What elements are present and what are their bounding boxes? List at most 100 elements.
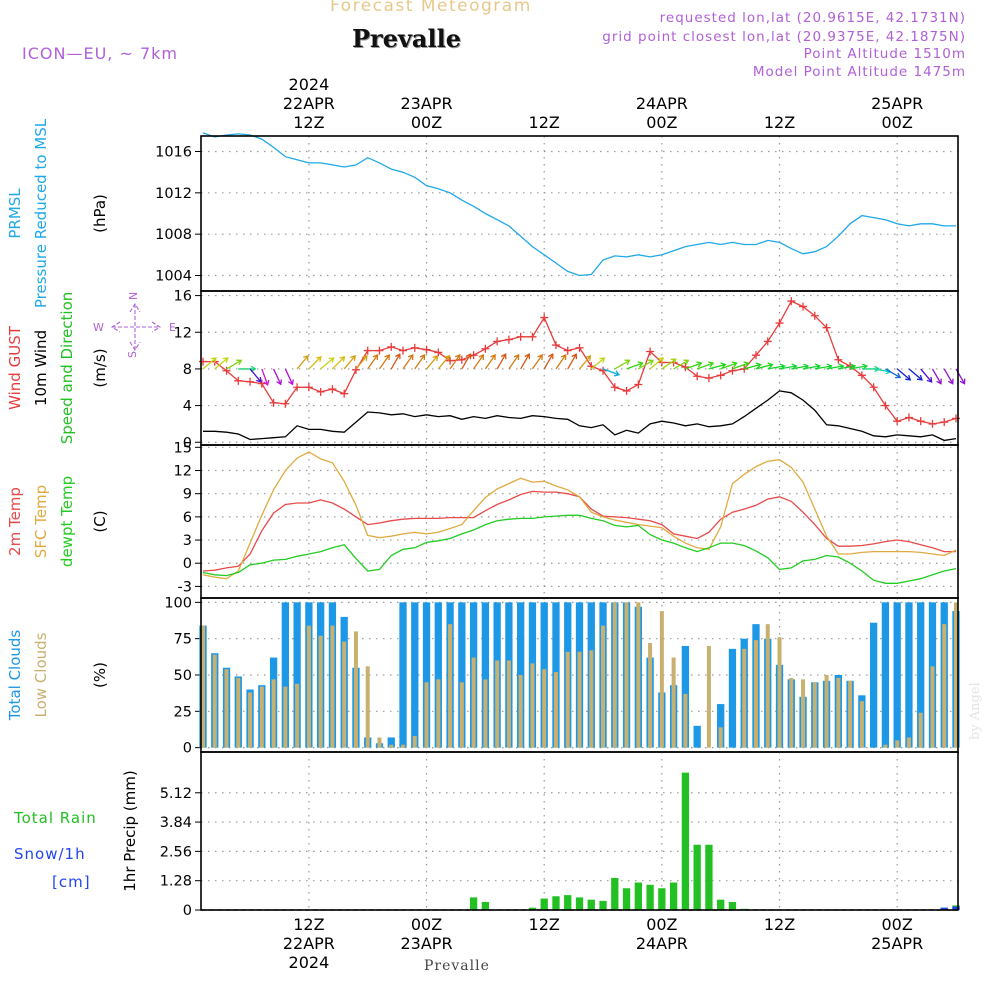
wind-arrow-head bbox=[926, 376, 933, 383]
bar-total-clouds bbox=[458, 602, 466, 748]
gust-marker bbox=[516, 332, 525, 341]
wind-arrow-head bbox=[547, 353, 554, 360]
wind-arrow bbox=[238, 365, 257, 373]
bar-snow-1h bbox=[952, 906, 960, 910]
bar-low-clouds bbox=[306, 625, 311, 748]
wind-arrow-shaft bbox=[708, 363, 726, 370]
bar-total-rain bbox=[622, 888, 631, 910]
wind-arrow-shaft bbox=[943, 368, 954, 384]
bar-total-clouds bbox=[481, 602, 490, 748]
bar-low-clouds bbox=[353, 631, 358, 748]
wind-arrow-head bbox=[361, 354, 368, 361]
wind-arrow-shaft bbox=[273, 368, 282, 385]
wind-arrow-head bbox=[895, 372, 902, 379]
bar-total-rain bbox=[646, 884, 654, 910]
wind-arrow bbox=[732, 361, 750, 370]
wind-arrow bbox=[614, 359, 631, 370]
wind-arrow-head bbox=[560, 353, 567, 361]
bar-total-clouds bbox=[717, 704, 725, 748]
gust-marker bbox=[893, 417, 902, 426]
wind-arrow bbox=[908, 368, 923, 381]
bar-total-rain bbox=[717, 899, 725, 910]
wind-arrow-head bbox=[303, 354, 309, 361]
gust-marker bbox=[493, 337, 502, 346]
wind-arrow bbox=[461, 353, 472, 370]
bar-low-clouds bbox=[859, 701, 864, 748]
time-label-top: 25APR bbox=[871, 94, 923, 113]
compass-e: E bbox=[169, 321, 176, 334]
wind-arrow-shaft bbox=[378, 354, 390, 370]
wind-arrow bbox=[708, 362, 727, 370]
gust-marker bbox=[281, 399, 290, 408]
wind-arrow-head bbox=[948, 378, 954, 385]
panel-pressure: 1004 1008 1012 1016 PRMSL Pressure Reduced to… bbox=[6, 118, 959, 308]
bar-low-clouds bbox=[930, 666, 935, 748]
bar-total-rain bbox=[669, 882, 678, 910]
wind-arrow bbox=[555, 353, 567, 370]
gust-marker bbox=[857, 371, 866, 380]
gust-marker bbox=[869, 383, 878, 392]
y-tick-label: 1012 bbox=[155, 186, 192, 202]
bar-total-clouds bbox=[281, 602, 290, 748]
bar-low-clouds bbox=[224, 669, 229, 748]
bar-low-clouds bbox=[718, 727, 723, 748]
axis-label: PRMSL bbox=[6, 188, 24, 239]
wind-arrow-head bbox=[250, 365, 257, 373]
wind-arrow-shaft bbox=[579, 355, 591, 370]
wind-arrow-head bbox=[637, 361, 644, 368]
wind-arrow-shaft bbox=[814, 365, 832, 370]
bar-low-clouds bbox=[542, 669, 547, 748]
wind-arrow-shaft bbox=[343, 355, 356, 370]
wind-arrow bbox=[520, 353, 531, 370]
wind-arrow-shaft bbox=[696, 362, 714, 370]
wind-arrow bbox=[885, 368, 902, 379]
bar-low-clouds bbox=[259, 686, 264, 748]
wind-arrow-head bbox=[916, 374, 923, 381]
model-name: ICON—EU, ~ 7km bbox=[22, 44, 178, 63]
bar-low-clouds bbox=[601, 625, 606, 748]
bar-low-clouds bbox=[283, 686, 288, 748]
wind-arrow-head bbox=[599, 357, 606, 363]
bar-low-clouds bbox=[589, 650, 594, 748]
wind-arrow bbox=[484, 353, 496, 370]
y-tick-label: 3 bbox=[183, 533, 192, 549]
wind-arrow-shaft bbox=[437, 355, 450, 370]
wind-arrow-head bbox=[936, 378, 942, 385]
wind-arrow bbox=[473, 353, 485, 370]
axis-label: 10m Wind bbox=[32, 330, 50, 406]
gust-marker bbox=[446, 356, 455, 365]
y-tick-label: 0 bbox=[183, 556, 192, 572]
wind-arrow-shaft bbox=[531, 354, 543, 370]
wind-arrow-head bbox=[571, 353, 578, 360]
bar-low-clouds bbox=[648, 643, 653, 748]
bar-total-rain bbox=[693, 844, 701, 910]
wind-arrow-head bbox=[339, 356, 346, 362]
bar-low-clouds bbox=[624, 602, 629, 748]
wind-arrow bbox=[261, 368, 270, 387]
wind-compass: N S W E bbox=[93, 292, 176, 358]
bar-total-clouds bbox=[411, 602, 419, 748]
wind-arrow bbox=[638, 359, 655, 370]
y-tick-label: 12 bbox=[174, 464, 192, 480]
wind-arrow-shaft bbox=[685, 362, 702, 370]
wind-arrow-shaft bbox=[473, 354, 484, 370]
bar-low-clouds bbox=[824, 675, 829, 748]
gust-marker bbox=[257, 379, 266, 388]
bar-total-clouds bbox=[917, 602, 925, 748]
wind-arrow-shaft bbox=[826, 365, 844, 370]
bar-low-clouds bbox=[612, 602, 617, 748]
gust-marker bbox=[328, 385, 337, 394]
bar-total-clouds bbox=[693, 725, 701, 748]
wind-arrow-head bbox=[222, 357, 229, 363]
gust-marker bbox=[540, 313, 549, 322]
wind-arrow bbox=[685, 361, 703, 370]
bar-low-clouds bbox=[683, 693, 688, 748]
bar-low-clouds bbox=[448, 624, 453, 748]
wind-arrow bbox=[249, 368, 262, 383]
time-label-bottom: 12Z bbox=[764, 915, 795, 934]
y-tick-label: 8 bbox=[183, 362, 192, 378]
wind-arrow-head bbox=[731, 361, 738, 368]
wind-arrow bbox=[414, 353, 426, 370]
time-label-bottom: 23APR bbox=[401, 934, 453, 953]
station-name: Prevalle bbox=[352, 24, 461, 53]
